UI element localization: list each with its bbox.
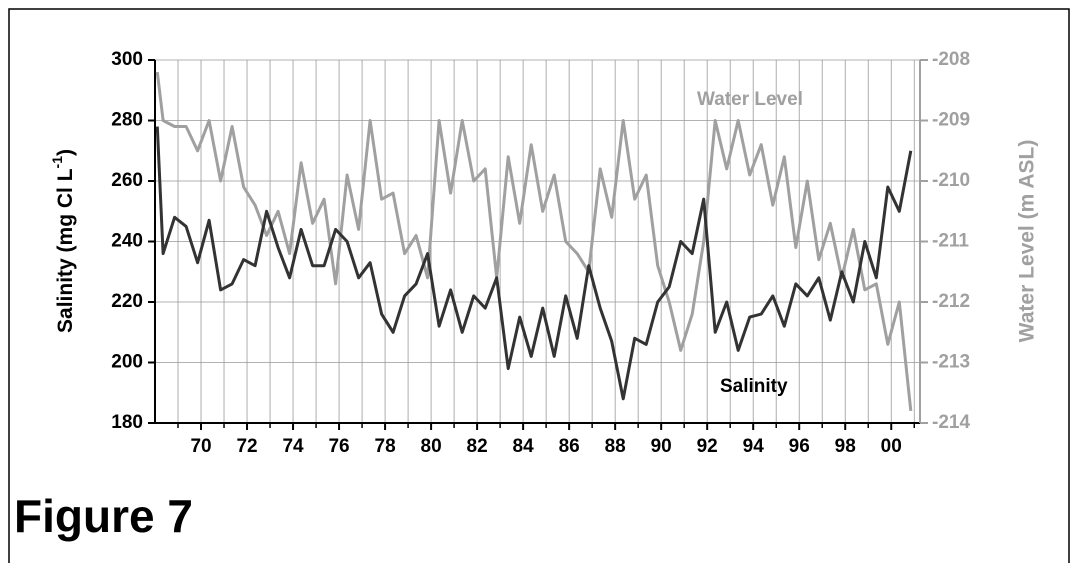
y2-tick-label: -210 (932, 170, 970, 191)
y-axis-label: Salinity (mg Cl L-1) (49, 149, 77, 333)
y2-tick-label: -209 (932, 110, 970, 131)
y2-tick-label: -213 (932, 352, 970, 373)
x-tick-label: 82 (467, 436, 488, 457)
x-tick-label: 80 (421, 436, 442, 457)
y-tick-label: 280 (111, 110, 143, 131)
x-tick-label: 90 (651, 436, 672, 457)
x-tick-label: 96 (789, 436, 810, 457)
x-tick-label: 86 (559, 436, 580, 457)
y-tick-label: 240 (111, 231, 143, 252)
y-tick-label: 220 (111, 291, 143, 312)
y2-tick-label: -208 (932, 49, 970, 70)
x-tick-label: 76 (328, 436, 349, 457)
series-label: Salinity (720, 376, 788, 397)
x-tick-label: 94 (743, 436, 765, 457)
x-tick-label: 74 (282, 436, 304, 457)
y-label-main: Salinity (mg Cl L (54, 168, 77, 333)
y2-tick-label: -214 (932, 412, 970, 433)
x-tick-label: 00 (881, 436, 902, 457)
x-tick-label: 72 (236, 436, 257, 457)
y2-tick-label: -211 (932, 231, 969, 252)
x-tick-label: 84 (513, 436, 535, 457)
frame (8, 8, 1070, 563)
series-line (155, 71, 913, 412)
y-tick-label: 200 (111, 352, 143, 373)
x-tick-label: 98 (835, 436, 856, 457)
series-line (155, 126, 913, 401)
x-tick-label: 92 (697, 436, 718, 457)
y2-tick-label: -212 (932, 291, 970, 312)
y-tick-label: 180 (111, 412, 143, 433)
x-tick-label: 78 (375, 436, 396, 457)
x-tick-label: 70 (190, 436, 211, 457)
y-tick-label: 300 (111, 49, 143, 70)
y-label-sup: -1 (49, 156, 65, 169)
y2-axis-label: Water Level (m ASL) (1016, 140, 1039, 343)
caption: Figure 7 (14, 490, 193, 542)
series-label: Water Level (697, 89, 803, 110)
y-label-end: ) (54, 149, 77, 156)
x-tick-label: 88 (605, 436, 626, 457)
y-tick-label: 260 (111, 170, 143, 191)
